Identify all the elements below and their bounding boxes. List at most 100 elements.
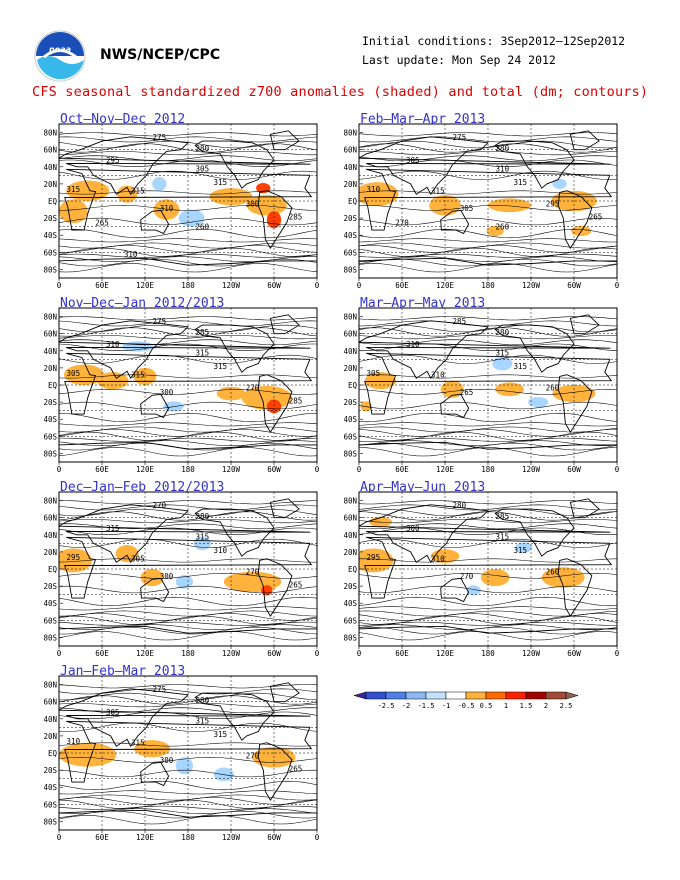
anomaly-region [488,198,531,213]
coastline [59,688,311,748]
lat-tick-label: 60N [43,330,57,339]
main-title: CFS seasonal standardized z700 anomalies… [32,84,649,100]
contour-label: 315 [496,348,510,357]
lat-tick-label: 80N [343,313,357,322]
lon-tick-label: 120E [436,465,455,474]
coastline [64,168,313,231]
legend-tick-label: -0.5 [458,702,475,710]
contour-label: 315 [513,362,527,371]
contour-label: 315 [131,739,145,748]
agency-name: NWS/NCEP/CPC [100,47,221,63]
lat-tick-label: 20N [343,180,357,189]
lon-tick-label: 120E [436,281,455,290]
legend-tick-label: 0.5 [480,702,493,710]
contour-label: 265 [589,212,603,221]
contour-label: 315 [513,178,527,187]
contour-label: 305 [460,204,474,213]
anomaly-region [492,356,513,371]
lat-tick-label: EQ [48,381,58,390]
anomaly-region [115,545,139,563]
lon-tick-label: 0 [57,833,62,842]
coastline [140,761,170,787]
coastline [494,324,575,373]
contour-label: 280 [453,501,467,510]
anomaly-region [163,401,184,412]
contour-label: 285 [289,396,303,405]
contour-label: 265 [289,580,303,589]
contour-label: 315 [431,187,445,196]
anomaly-region [213,767,234,782]
contour-label: 280 [196,512,210,521]
contour-label: 305 [67,369,81,378]
lat-tick-label: EQ [348,565,358,574]
lon-tick-label: 120W [222,465,241,474]
coastline [64,352,313,415]
contour-label: 275 [153,317,167,326]
lon-tick-label: 0 [357,649,362,658]
lat-tick-label: 60S [43,432,57,441]
lon-tick-label: 180 [481,465,495,474]
coastline [59,625,317,646]
contour-label: 265 [289,764,303,773]
anomaly-region [66,180,110,201]
contour-line [59,143,317,153]
lat-tick-label: 80N [43,497,57,506]
color-legend: -2.5 -2 -1.5 -1 -0.5 0.5 1 1.5 2 2.5 [352,688,632,718]
coastline [359,136,611,196]
lat-tick-label: 40N [343,531,357,540]
legend-tick-label: 1 [504,702,508,710]
lat-tick-label: 40N [43,163,57,172]
lat-tick-label: 20N [43,180,57,189]
coastline [64,536,313,599]
contour-label: 310 [431,371,445,380]
lat-tick-label: EQ [348,381,358,390]
coastline [140,209,170,235]
contour-label: 315 [67,185,81,194]
anomaly-region [552,178,567,190]
contour-label: 310 [106,340,120,349]
lon-tick-label: 180 [481,649,495,658]
anomaly-region [59,548,92,573]
lat-tick-label: 60N [343,514,357,523]
contour-label: 280 [196,696,210,705]
anomaly-region [266,399,282,414]
lon-tick-label: 60E [395,281,409,290]
contour-label: 270 [460,572,474,581]
anomaly-region [528,396,549,408]
contour-label: 315 [213,178,227,187]
coastline [194,324,275,373]
lat-tick-label: 60N [343,330,357,339]
contour-label: 310 [496,164,510,173]
lat-tick-label: 80S [43,265,57,274]
lon-tick-label: 0 [357,281,362,290]
lon-tick-label: 120W [222,833,241,842]
contour-label: 315 [131,371,145,380]
lon-tick-label: 0 [615,649,620,658]
legend-bin [365,691,387,700]
contour-line [59,558,317,563]
lat-tick-label: 40N [43,531,57,540]
legend-bin [385,691,407,700]
contour-label: 285 [496,512,510,521]
lat-tick-label: 20S [343,398,357,407]
lat-tick-label: 60S [43,800,57,809]
lon-tick-label: 60W [267,281,281,290]
contour-line [59,217,317,226]
lon-tick-label: 0 [57,465,62,474]
last-update: Last update: Mon Sep 24 2012 [362,53,556,67]
anomaly-region [140,569,164,587]
contour-label: 285 [289,212,303,221]
lon-tick-label: 0 [357,465,362,474]
coastline [359,625,617,646]
contour-line [359,573,617,579]
contour-label: 310 [160,204,174,213]
lat-tick-label: 40N [343,163,357,172]
lat-tick-label: 80N [43,681,57,690]
contour-line [59,140,317,149]
contour-label: 270 [246,568,260,577]
lon-tick-label: 180 [481,281,495,290]
anomaly-region [117,185,138,203]
